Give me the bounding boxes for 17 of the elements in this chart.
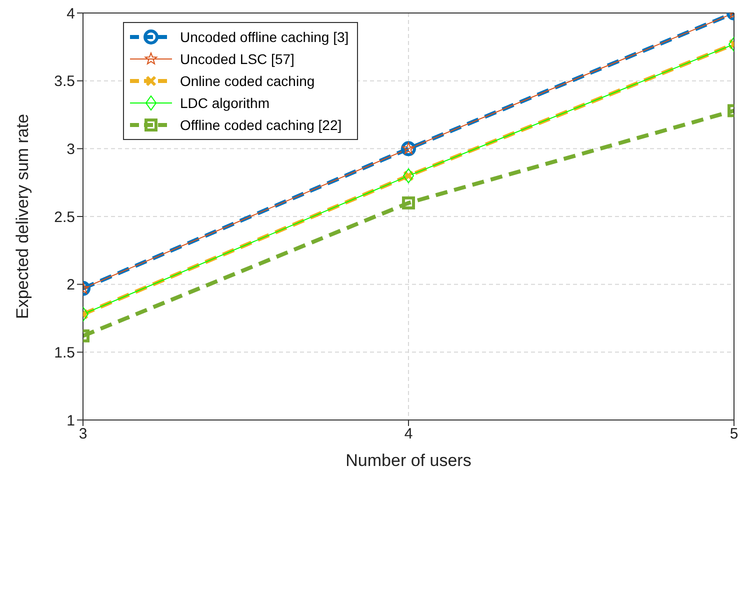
y-tick-label: 4 (66, 5, 75, 22)
x-tick-label: 4 (404, 426, 413, 443)
x-axis-title: Number of users (346, 451, 472, 470)
legend-label: Uncoded LSC [57] (180, 51, 294, 67)
y-tick-label: 3 (66, 140, 75, 158)
legend-label: Online coded caching (180, 73, 315, 89)
legend-label: Uncoded offline caching [3] (180, 29, 349, 45)
x-tick-label: 3 (78, 426, 88, 443)
y-tick-label: 3.5 (54, 73, 75, 90)
y-tick-label: 2 (66, 276, 75, 294)
legend-label: LDC algorithm (180, 95, 270, 111)
y-tick-label: 2.5 (54, 208, 75, 226)
legend-label: Offline coded caching [22] (180, 117, 342, 133)
x-tick-label: 5 (730, 426, 738, 443)
y-tick-label: 1 (66, 412, 75, 430)
y-axis-title: Expected delivery sum rate (13, 114, 32, 320)
y-tick-label: 1.5 (54, 344, 75, 362)
